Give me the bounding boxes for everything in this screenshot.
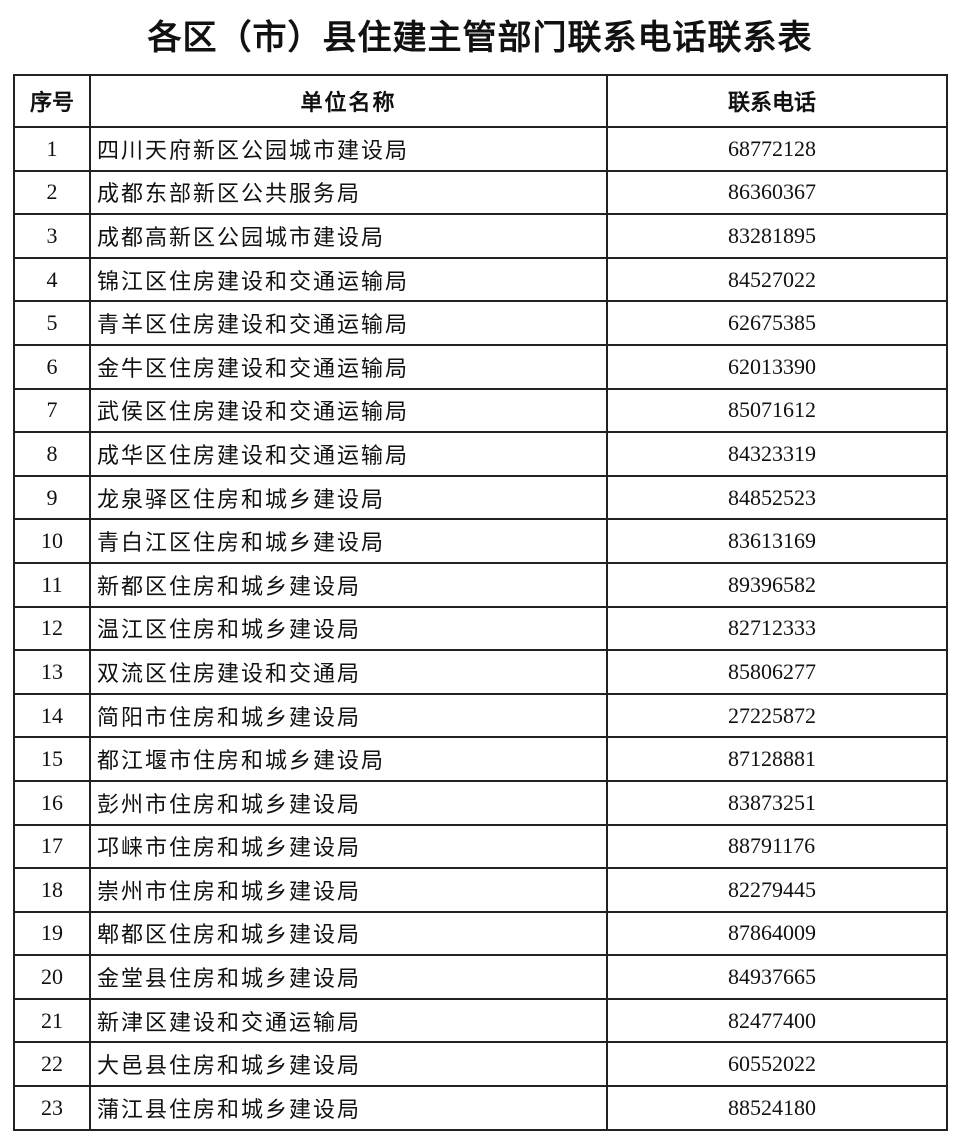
contact-table: 序号 单位名称 联系电话 1 四川天府新区公园城市建设局 68772128 2 成都东部… <box>13 74 948 1131</box>
table-row: 22 大邑县住房和城乡建设局 60552022 <box>13 1041 948 1088</box>
phone-number: 83873251 <box>606 779 948 826</box>
table-row: 13 双流区住房建设和交通局 85806277 <box>13 649 948 695</box>
row-index: 15 <box>13 736 91 782</box>
unit-name: 青白江区住房和城乡建设局 <box>89 518 608 564</box>
row-index: 13 <box>13 649 91 695</box>
row-index: 7 <box>13 387 91 434</box>
phone-number: 85071612 <box>606 387 948 434</box>
table-header-row: 序号 单位名称 联系电话 <box>13 74 948 128</box>
row-index: 9 <box>13 474 91 521</box>
header-phone: 联系电话 <box>606 74 948 128</box>
phone-number: 82712333 <box>606 605 948 652</box>
unit-name: 金堂县住房和城乡建设局 <box>89 954 608 1000</box>
table-row: 6 金牛区住房建设和交通运输局 62013390 <box>13 343 948 390</box>
phone-number: 83613169 <box>606 518 948 564</box>
row-index: 14 <box>13 692 91 739</box>
table-row: 2 成都东部新区公共服务局 86360367 <box>13 169 948 216</box>
phone-number: 84527022 <box>606 256 948 303</box>
table-row: 23 蒲江县住房和城乡建设局 88524180 <box>13 1085 948 1131</box>
unit-name: 大邑县住房和城乡建设局 <box>89 1041 608 1088</box>
row-index: 4 <box>13 256 91 303</box>
table-row: 18 崇州市住房和城乡建设局 82279445 <box>13 867 948 913</box>
phone-number: 68772128 <box>606 126 948 172</box>
row-index: 5 <box>13 300 91 346</box>
unit-name: 都江堰市住房和城乡建设局 <box>89 736 608 782</box>
row-index: 11 <box>13 561 91 608</box>
phone-number: 62675385 <box>606 300 948 346</box>
unit-name: 成华区住房建设和交通运输局 <box>89 431 608 477</box>
row-index: 16 <box>13 779 91 826</box>
phone-number: 87128881 <box>606 736 948 782</box>
table-row: 12 温江区住房和城乡建设局 82712333 <box>13 605 948 652</box>
table-row: 15 都江堰市住房和城乡建设局 87128881 <box>13 736 948 782</box>
phone-number: 88524180 <box>606 1085 948 1131</box>
unit-name: 武侯区住房建设和交通运输局 <box>89 387 608 434</box>
row-index: 20 <box>13 954 91 1000</box>
unit-name: 四川天府新区公园城市建设局 <box>89 126 608 172</box>
table-row: 20 金堂县住房和城乡建设局 84937665 <box>13 954 948 1000</box>
unit-name: 蒲江县住房和城乡建设局 <box>89 1085 608 1131</box>
unit-name: 崇州市住房和城乡建设局 <box>89 867 608 913</box>
row-index: 18 <box>13 867 91 913</box>
table-row: 4 锦江区住房建设和交通运输局 84527022 <box>13 256 948 303</box>
row-index: 3 <box>13 213 91 259</box>
phone-number: 88791176 <box>606 823 948 870</box>
table-row: 9 龙泉驿区住房和城乡建设局 84852523 <box>13 474 948 521</box>
row-index: 21 <box>13 997 91 1044</box>
unit-name: 龙泉驿区住房和城乡建设局 <box>89 474 608 521</box>
table-row: 7 武侯区住房建设和交通运输局 85071612 <box>13 387 948 434</box>
table-row: 14 简阳市住房和城乡建设局 27225872 <box>13 692 948 739</box>
phone-number: 60552022 <box>606 1041 948 1088</box>
table-row: 3 成都高新区公园城市建设局 83281895 <box>13 213 948 259</box>
table-row: 21 新津区建设和交通运输局 82477400 <box>13 997 948 1044</box>
row-index: 8 <box>13 431 91 477</box>
table-row: 11 新都区住房和城乡建设局 89396582 <box>13 561 948 608</box>
table-row: 17 邛崃市住房和城乡建设局 88791176 <box>13 823 948 870</box>
unit-name: 新津区建设和交通运输局 <box>89 997 608 1044</box>
row-index: 1 <box>13 126 91 172</box>
row-index: 19 <box>13 910 91 957</box>
phone-number: 83281895 <box>606 213 948 259</box>
unit-name: 双流区住房建设和交通局 <box>89 649 608 695</box>
phone-number: 82477400 <box>606 997 948 1044</box>
phone-number: 85806277 <box>606 649 948 695</box>
header-unit-name: 单位名称 <box>89 74 608 128</box>
unit-name: 锦江区住房建设和交通运输局 <box>89 256 608 303</box>
unit-name: 彭州市住房和城乡建设局 <box>89 779 608 826</box>
page-title: 各区（市）县住建主管部门联系电话联系表 <box>147 20 813 57</box>
unit-name: 简阳市住房和城乡建设局 <box>89 692 608 739</box>
unit-name: 青羊区住房建设和交通运输局 <box>89 300 608 346</box>
unit-name: 温江区住房和城乡建设局 <box>89 605 608 652</box>
unit-name: 金牛区住房建设和交通运输局 <box>89 343 608 390</box>
phone-number: 89396582 <box>606 561 948 608</box>
table-row: 1 四川天府新区公园城市建设局 68772128 <box>13 126 948 172</box>
table-row: 19 郫都区住房和城乡建设局 87864009 <box>13 910 948 957</box>
row-index: 23 <box>13 1085 91 1131</box>
phone-number: 27225872 <box>606 692 948 739</box>
table-row: 5 青羊区住房建设和交通运输局 62675385 <box>13 300 948 346</box>
phone-number: 84852523 <box>606 474 948 521</box>
unit-name: 成都东部新区公共服务局 <box>89 169 608 216</box>
row-index: 22 <box>13 1041 91 1088</box>
row-index: 10 <box>13 518 91 564</box>
header-index: 序号 <box>13 74 91 128</box>
phone-number: 82279445 <box>606 867 948 913</box>
row-index: 12 <box>13 605 91 652</box>
unit-name: 成都高新区公园城市建设局 <box>89 213 608 259</box>
phone-number: 87864009 <box>606 910 948 957</box>
phone-number: 62013390 <box>606 343 948 390</box>
unit-name: 邛崃市住房和城乡建设局 <box>89 823 608 870</box>
row-index: 6 <box>13 343 91 390</box>
unit-name: 郫都区住房和城乡建设局 <box>89 910 608 957</box>
phone-number: 84937665 <box>606 954 948 1000</box>
row-index: 2 <box>13 169 91 216</box>
unit-name: 新都区住房和城乡建设局 <box>89 561 608 608</box>
phone-number: 84323319 <box>606 431 948 477</box>
table-row: 8 成华区住房建设和交通运输局 84323319 <box>13 431 948 477</box>
table-row: 10 青白江区住房和城乡建设局 83613169 <box>13 518 948 564</box>
row-index: 17 <box>13 823 91 870</box>
table-row: 16 彭州市住房和城乡建设局 83873251 <box>13 779 948 826</box>
phone-number: 86360367 <box>606 169 948 216</box>
